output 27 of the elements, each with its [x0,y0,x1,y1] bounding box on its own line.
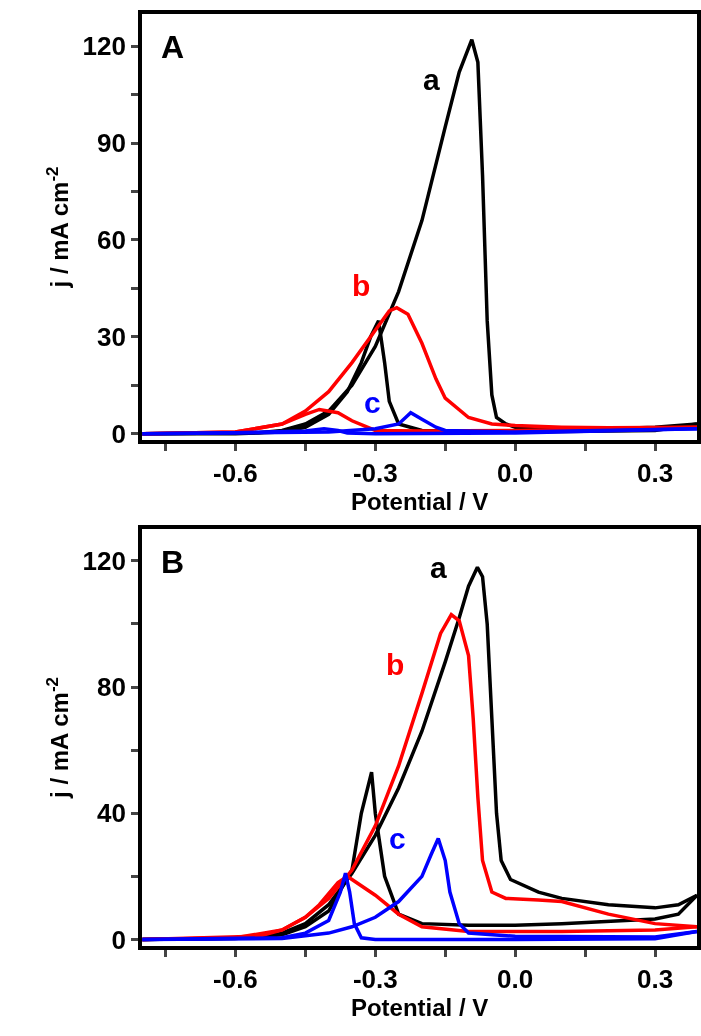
y-tick-label: 120 [82,546,126,576]
x-tick-label: 0.0 [497,458,534,489]
y-tick-label: 90 [97,128,126,159]
y-tick-label: 0 [111,418,126,449]
y-tick-label: 30 [97,321,126,352]
y-tick-label: 80 [97,672,126,703]
x-tick-label: 0.3 [636,458,674,489]
series-label: b [352,269,371,302]
x-tick-label: 0.3 [636,963,674,994]
x-tick-label: -0.6 [213,963,258,994]
y-tick-label: 120 [82,31,126,62]
x-tick-label: -0.3 [352,458,398,489]
x-tick-label: -0.3 [352,963,398,994]
y-tick-label: 40 [97,798,126,829]
x-axis-title: Potential / V [350,488,489,516]
x-axis-title: Potential / V [350,993,489,1021]
series-label: a [430,551,447,584]
series-label: c [389,822,406,855]
series-label: a [423,63,440,96]
x-tick-label: -0.6 [213,458,258,489]
text: A [161,29,185,65]
y-tick-label: 0 [111,924,126,955]
y-tick-label: 60 [97,225,126,256]
series-label: b [386,648,405,681]
x-tick-label: 0.0 [497,963,534,994]
text: B [161,544,185,580]
series-label: c [364,386,381,419]
